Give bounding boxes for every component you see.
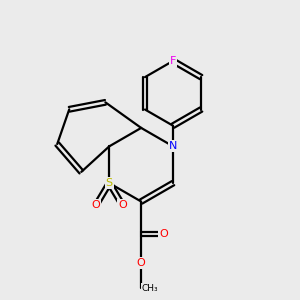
Text: S: S: [106, 178, 113, 188]
Text: O: O: [118, 200, 127, 210]
Text: F: F: [170, 56, 176, 66]
Text: O: O: [137, 258, 146, 268]
Text: O: O: [92, 200, 100, 210]
Text: CH₃: CH₃: [141, 284, 158, 293]
Text: N: N: [169, 141, 177, 151]
Text: O: O: [159, 229, 168, 239]
